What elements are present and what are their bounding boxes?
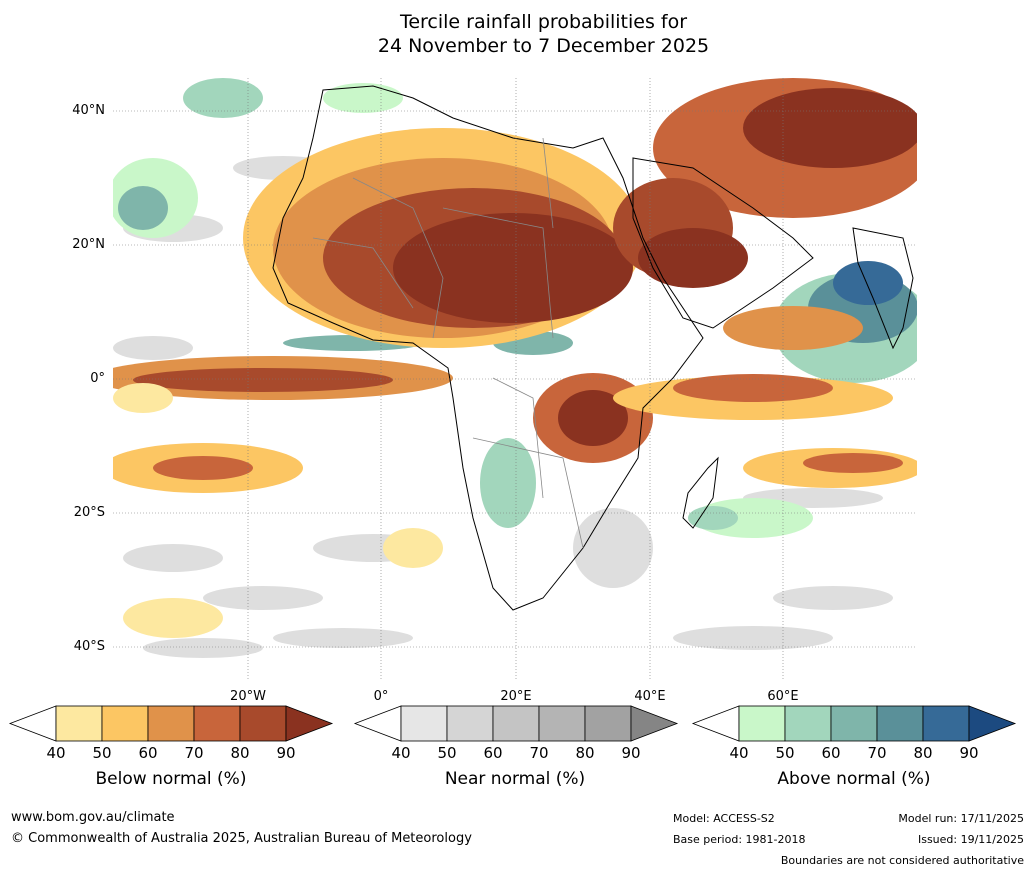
rainfall-probability-map (113, 78, 917, 681)
colorbar-near-normal (353, 705, 679, 742)
footer-copyright: © Commonwealth of Australia 2025, Austra… (11, 831, 472, 846)
colorbar-below-label: Below normal (%) (95, 769, 247, 789)
colorbar-above-graphic (691, 705, 1017, 742)
title-line-1: Tercile rainfall probabilities for (399, 11, 688, 33)
lon-label-20w: 20°W (230, 689, 266, 704)
colorbar-near-label: Near normal (%) (444, 769, 586, 789)
colorbar-swatch (538, 705, 586, 742)
lon-label-20e: 20°E (500, 689, 532, 704)
colorbar-swatch (101, 705, 149, 742)
footer-issued: Issued: 19/11/2025 (917, 833, 1024, 846)
colorbar-min-extension (353, 705, 402, 742)
colorbar-swatch (446, 705, 494, 742)
colorbar-swatch (193, 705, 241, 742)
footer-model-run: Model run: 17/11/2025 (898, 812, 1024, 825)
tick: 90 (959, 744, 979, 762)
colorbar-swatch (55, 705, 103, 742)
colorbar-swatch (239, 705, 287, 742)
tick: 50 (437, 744, 457, 762)
africa-coastline (272, 85, 704, 611)
colorbar-min-extension (8, 705, 57, 742)
tick: 60 (483, 744, 503, 762)
colorbar-above-label: Above normal (%) (777, 769, 931, 789)
lon-label-40e: 40°E (634, 689, 666, 704)
colorbar-swatch (738, 705, 786, 742)
tick: 80 (230, 744, 250, 762)
tick: 50 (775, 744, 795, 762)
tick: 90 (621, 744, 641, 762)
colorbar-below-graphic (8, 705, 334, 742)
lat-label-40s: 40°S (73, 639, 105, 654)
tick: 80 (913, 744, 933, 762)
graticule (113, 78, 917, 681)
tick: 70 (184, 744, 204, 762)
colorbar-swatch (876, 705, 924, 742)
lat-label-0: 0° (90, 371, 105, 386)
colorbar-swatch (492, 705, 540, 742)
tick: 90 (276, 744, 296, 762)
colorbar-swatch (784, 705, 832, 742)
footer-website: www.bom.gov.au/climate (11, 810, 175, 825)
colorbar-max-extension (968, 705, 1017, 742)
above-normal-areas (113, 78, 917, 538)
tick: 60 (821, 744, 841, 762)
colorbar-swatch (147, 705, 195, 742)
colorbar-min-extension (691, 705, 740, 742)
colorbar-above-normal (691, 705, 1017, 742)
title-line-2: 24 November to 7 December 2025 (377, 35, 710, 57)
colorbar-max-extension (285, 705, 334, 742)
lat-label-20n: 20°N (72, 237, 105, 252)
colorbar-swatch (922, 705, 970, 742)
colorbar-swatch (400, 705, 448, 742)
tick: 80 (575, 744, 595, 762)
colorbar-near-graphic (353, 705, 679, 742)
lat-label-20s: 20°S (73, 505, 105, 520)
tick: 40 (391, 744, 411, 762)
lon-label-60e: 60°E (767, 689, 799, 704)
colorbar-swatch (830, 705, 878, 742)
footer-disclaimer: Boundaries are not considered authoritat… (780, 854, 1024, 867)
map-title: Tercile rainfall probabilities for 24 No… (0, 10, 1035, 58)
country-borders (312, 137, 584, 549)
colorbar-swatch (584, 705, 632, 742)
india-coastline (852, 227, 914, 350)
colorbar-below-normal (8, 705, 334, 742)
tick: 70 (867, 744, 887, 762)
below-normal-areas (113, 78, 917, 638)
tick: 60 (138, 744, 158, 762)
map-graphic (113, 78, 917, 681)
tick: 40 (729, 744, 749, 762)
tick: 70 (529, 744, 549, 762)
tick: 50 (92, 744, 112, 762)
lat-label-40n: 40°N (72, 103, 105, 118)
lon-label-0: 0° (373, 689, 389, 704)
tick: 40 (46, 744, 66, 762)
madagascar-outline (682, 456, 719, 529)
arabia-coastline (632, 157, 814, 329)
footer-model: Model: ACCESS-S2 (673, 812, 775, 825)
colorbar-max-extension (630, 705, 679, 742)
footer-base-period: Base period: 1981-2018 (673, 833, 806, 846)
